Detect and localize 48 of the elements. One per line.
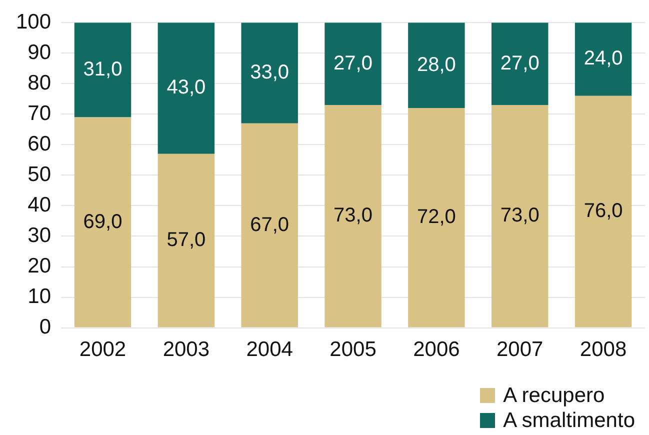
bar (574, 22, 632, 96)
bar (492, 22, 548, 106)
data-label: 27,0 (500, 52, 540, 74)
x-tick-label: 2005 (330, 338, 376, 362)
legend-label: A smaltimento (503, 408, 635, 433)
data-label: 33,0 (250, 61, 290, 84)
data-label: 72,0 (416, 206, 456, 228)
data-label: 73,0 (500, 204, 540, 227)
x-tick-label: 2004 (246, 338, 294, 362)
bar (241, 123, 298, 328)
x-tick-label: 2008 (580, 338, 627, 362)
bar (324, 105, 382, 328)
y-tick-label: 20 (28, 254, 52, 278)
bar (408, 22, 465, 108)
y-tick-label: 40 (28, 194, 52, 217)
x-tick-label: 2006 (413, 338, 460, 362)
y-tick-label: 30 (28, 224, 52, 248)
bar (241, 22, 298, 124)
y-tick-label: 50 (28, 162, 52, 186)
bar (324, 22, 382, 106)
data-label: 28,0 (416, 54, 456, 76)
bar (74, 117, 132, 328)
bar (158, 22, 215, 154)
x-tick-label: 2002 (79, 338, 126, 362)
bar (158, 154, 215, 328)
y-tick-label: 0 (39, 316, 52, 339)
data-label: 73,0 (334, 204, 372, 227)
y-tick-label: 10 (28, 285, 52, 308)
data-label: 31,0 (83, 58, 122, 80)
legend-label: A recupero (503, 383, 605, 408)
y-tick-label: 100 (16, 10, 52, 34)
data-label: 27,0 (334, 52, 372, 74)
data-label: 67,0 (250, 214, 290, 236)
y-tick-label: 90 (28, 40, 52, 64)
y-tick-label: 70 (28, 102, 52, 125)
data-label: 57,0 (166, 229, 206, 252)
data-label: 43,0 (166, 76, 206, 99)
bar (492, 105, 548, 328)
y-tick-label: 60 (28, 132, 52, 156)
x-tick-label: 2003 (162, 338, 210, 362)
data-label: 69,0 (83, 210, 122, 233)
bar (574, 96, 632, 328)
data-label: 24,0 (584, 48, 623, 70)
bar (408, 108, 465, 328)
x-tick-label: 2007 (496, 338, 544, 362)
data-label: 76,0 (584, 200, 623, 222)
y-tick-label: 80 (28, 71, 52, 94)
bar (74, 22, 132, 118)
